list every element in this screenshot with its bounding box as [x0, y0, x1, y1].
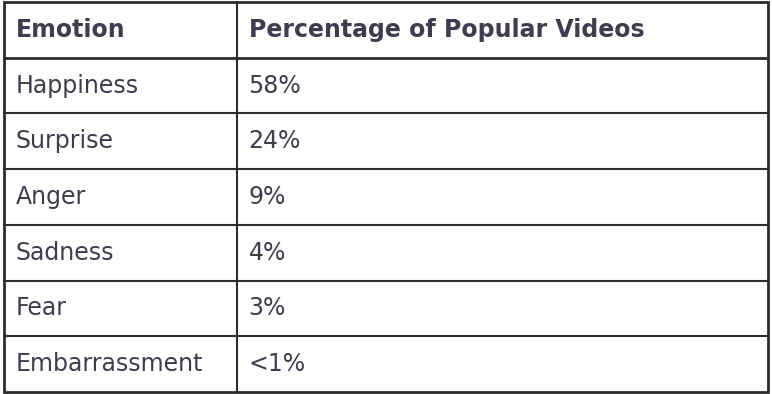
- Text: Happiness: Happiness: [15, 74, 138, 98]
- Text: 9%: 9%: [249, 185, 286, 209]
- Text: 24%: 24%: [249, 129, 301, 153]
- Text: 3%: 3%: [249, 296, 286, 320]
- Text: Anger: Anger: [15, 185, 86, 209]
- Text: Embarrassment: Embarrassment: [15, 352, 203, 376]
- Text: Fear: Fear: [15, 296, 66, 320]
- Text: Emotion: Emotion: [15, 18, 125, 42]
- Text: Sadness: Sadness: [15, 241, 114, 265]
- Text: <1%: <1%: [249, 352, 306, 376]
- Text: Percentage of Popular Videos: Percentage of Popular Videos: [249, 18, 644, 42]
- Text: 58%: 58%: [249, 74, 301, 98]
- Text: 4%: 4%: [249, 241, 286, 265]
- Text: Surprise: Surprise: [15, 129, 113, 153]
